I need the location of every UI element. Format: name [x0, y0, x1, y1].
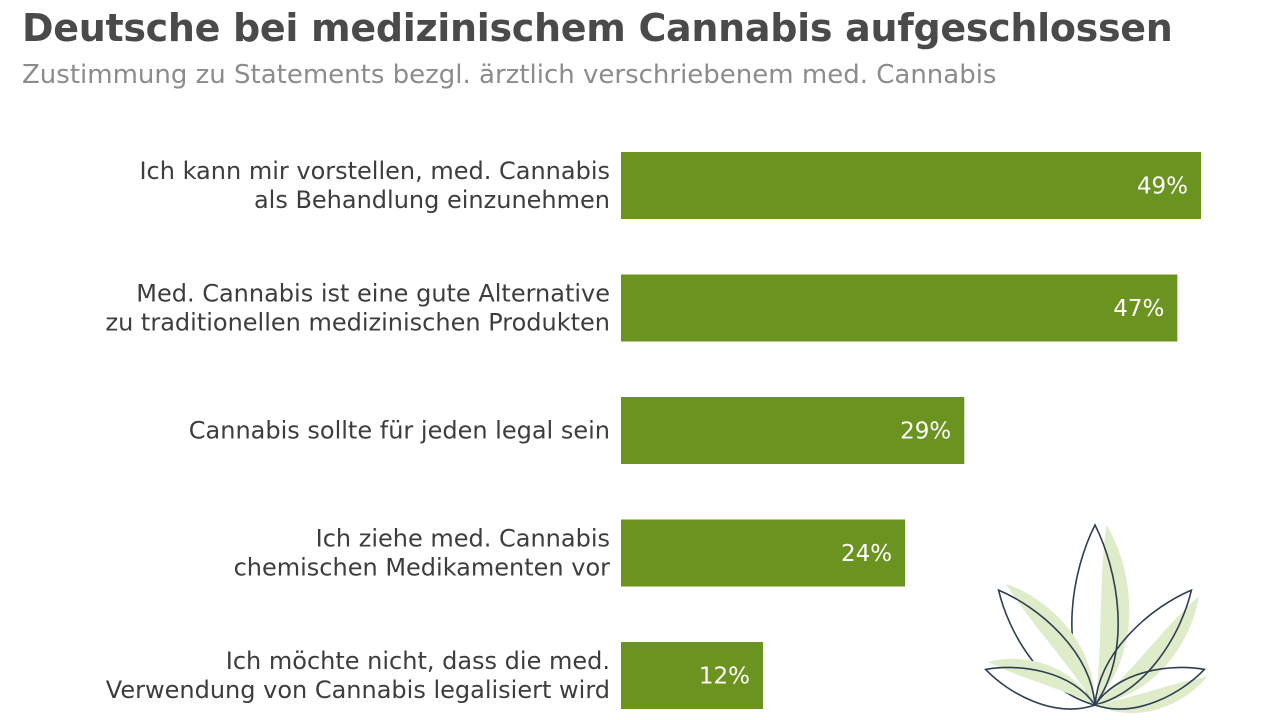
- category-label-2-line-1: Med. Cannabis ist eine gute Alternative: [136, 280, 610, 308]
- leaf-fill-0: [1095, 525, 1130, 705]
- bar-value-label-4: 24%: [841, 541, 892, 567]
- chart-subtitle: Zustimmung zu Statements bezgl. ärztlich…: [22, 60, 997, 90]
- category-label-1-line-2: als Behandlung einzunehmen: [254, 186, 610, 214]
- bar-5: [621, 642, 764, 709]
- category-label-4-line-1: Ich ziehe med. Cannabis: [316, 525, 610, 553]
- chart-title: Deutsche bei medizinischem Cannabis aufg…: [22, 6, 1173, 50]
- bar-3: [621, 397, 965, 464]
- leaf-fill-4: [988, 658, 1095, 705]
- category-label-5-line-2: Verwendung von Cannabis legalisiert wird: [106, 676, 610, 704]
- leaf-fill-3: [1095, 676, 1207, 714]
- leaf-outline-1: [1094, 588, 1193, 707]
- bar-value-label-3: 29%: [900, 419, 951, 445]
- bar-value-label-5: 12%: [699, 664, 750, 690]
- bar-value-label-1: 49%: [1137, 174, 1188, 200]
- leaf-fill-1: [1095, 596, 1199, 705]
- bar-1: [621, 152, 1201, 219]
- leaf-fill-2: [1005, 583, 1096, 705]
- bar-value-label-2: 47%: [1113, 296, 1164, 322]
- leaf-outline-3: [1093, 666, 1206, 710]
- category-label-4-line-2: chemischen Medikamenten vor: [234, 554, 611, 582]
- category-label-2-line-2: zu traditionellen medizinischen Produkte…: [105, 309, 610, 337]
- category-label-3-line-1: Cannabis sollte für jeden legal sein: [189, 417, 610, 445]
- leaf-outline-4: [984, 666, 1097, 710]
- bar-4: [621, 519, 906, 587]
- bar-2: [621, 274, 1178, 342]
- category-label-5-line-1: Ich möchte nicht, dass die med.: [226, 647, 610, 675]
- cannabis-leaf-icon: [984, 523, 1207, 714]
- category-label-1-line-1: Ich kann mir vorstellen, med. Cannabis: [139, 157, 610, 185]
